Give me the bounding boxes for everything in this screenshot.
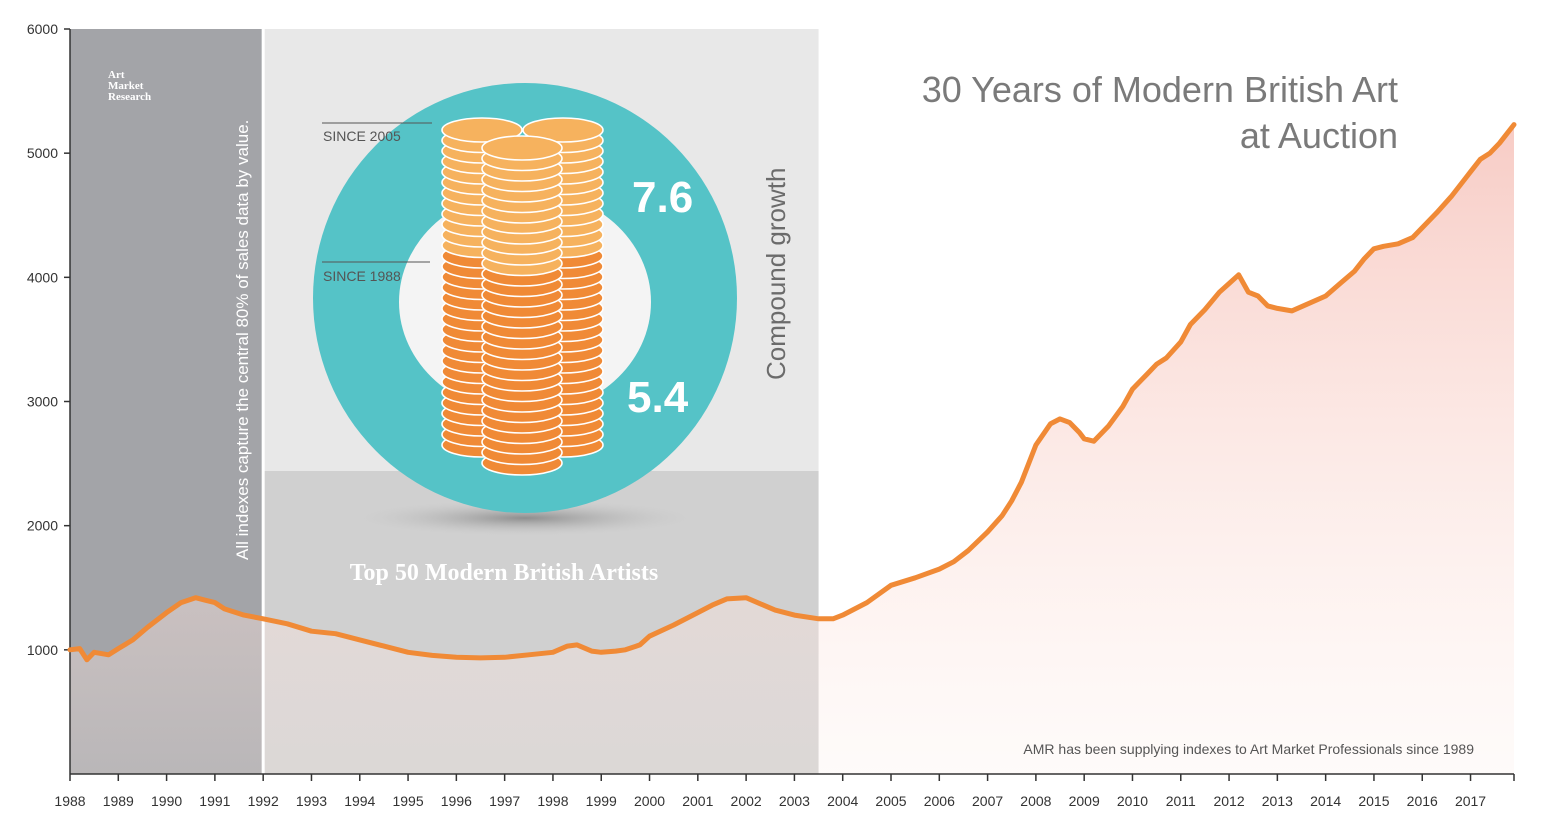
x-tick-label: 2001 [682,793,713,809]
y-tick-label: 1000 [27,642,58,658]
y-tick-label: 6000 [27,21,58,37]
logo-line-2: Market [108,80,144,92]
x-tick-label: 2014 [1310,793,1341,809]
since-1988-label: SINCE 1988 [323,268,401,284]
since-2005-label: SINCE 2005 [323,128,401,144]
x-ticks: 1988 1989 1990 1991 1992 1993 1994 1995 1996 1997… [54,774,1515,809]
x-tick-label: 2013 [1262,793,1293,809]
logo-line-3: Research [108,91,151,103]
x-tick-label: 2006 [924,793,955,809]
logo-line-1: Art [108,69,125,81]
coin [481,135,563,161]
growth-2005-value: 7.6 [632,173,693,222]
x-tick-label: 2002 [731,793,762,809]
x-tick-label: 1998 [537,793,568,809]
x-tick-label: 2007 [972,793,1003,809]
compound-growth-infographic: SINCE 2005 SINCE 1988 7.6 5.4 Compound g… [313,83,791,586]
x-tick-label: 2003 [779,793,810,809]
x-tick-label: 1996 [441,793,472,809]
x-tick-label: 1993 [296,793,327,809]
y-tick-label: 5000 [27,145,58,161]
y-tick-label: 3000 [27,394,58,410]
chart-title-line-1: 30 Years of Modern British Art [922,69,1398,110]
x-tick-label: 1997 [489,793,520,809]
x-tick-label: 1991 [199,793,230,809]
x-tick-label: 1990 [151,793,182,809]
x-tick-label: 2004 [827,793,858,809]
coin-shadow [355,500,695,536]
x-tick-label: 2017 [1455,793,1486,809]
x-tick-label: 2005 [875,793,906,809]
vertical-caption: All indexes capture the central 80% of s… [233,120,252,560]
y-tick-label: 2000 [27,518,58,534]
x-tick-label: 2016 [1407,793,1438,809]
x-tick-label: 1992 [248,793,279,809]
growth-1988-value: 5.4 [627,373,689,422]
y-ticks: 1000 2000 3000 4000 5000 6000 [27,21,70,658]
series-line [67,122,1517,663]
x-tick-label: 2008 [1020,793,1051,809]
x-tick-label: 1988 [54,793,85,809]
coin [522,117,604,143]
x-tick-label: 1995 [392,793,423,809]
x-tick-label: 2015 [1358,793,1389,809]
footnote: AMR has been supplying indexes to Art Ma… [1023,741,1474,757]
coin-stacks [441,117,604,476]
x-tick-label: 2000 [634,793,665,809]
x-tick-label: 1994 [344,793,375,809]
x-tick-label: 2010 [1117,793,1148,809]
chart-title-line-2: at Auction [1240,115,1398,156]
x-tick-label: 1989 [103,793,134,809]
x-tick-label: 2012 [1213,793,1244,809]
coin [441,117,523,143]
x-tick-label: 2011 [1166,793,1196,809]
series-area [70,124,1514,775]
y-tick-label: 4000 [27,269,58,285]
compound-growth-label: Compound growth [761,168,791,380]
logo: Art Market Research [108,69,151,103]
infographic-subtitle: Top 50 Modern British Artists [350,560,658,586]
x-tick-label: 2009 [1069,793,1100,809]
x-tick-label: 1999 [586,793,617,809]
